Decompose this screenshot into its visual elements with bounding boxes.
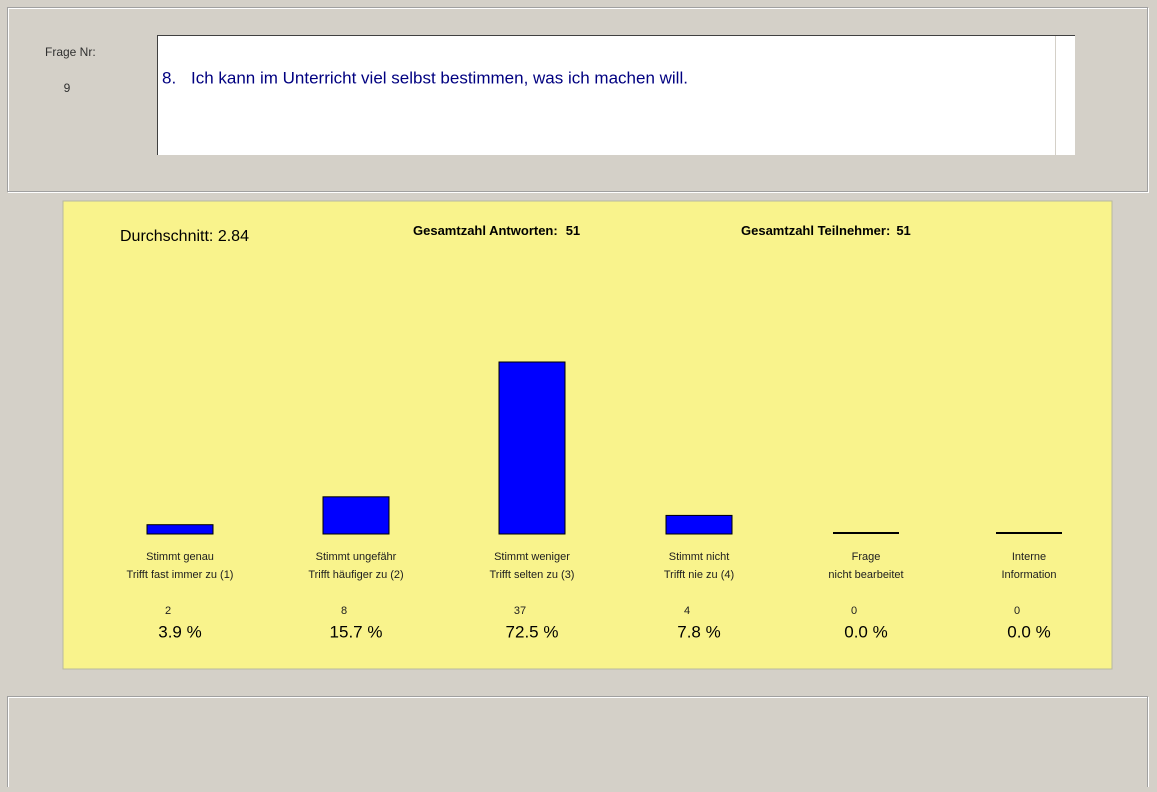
category-label: Trifft häufiger zu (2) (308, 569, 403, 581)
count-label: 37 (514, 605, 526, 617)
count-label: 0 (851, 605, 857, 617)
top-panel-shadow (7, 7, 1148, 192)
category-label: Frage (852, 551, 881, 563)
average-value: 2.84 (218, 228, 249, 245)
answers-value: 51 (566, 223, 580, 238)
question-text: Ich kann im Unterricht viel selbst besti… (191, 68, 688, 87)
question-box-border (157, 35, 1075, 155)
category-label: Stimmt weniger (494, 551, 570, 563)
top-panel (8, 8, 1149, 193)
category-label: nicht bearbeitet (828, 569, 903, 581)
count-label: 0 (1014, 605, 1020, 617)
bar (996, 532, 1062, 534)
participants-label: Gesamtzahl Teilnehmer: (741, 223, 890, 238)
category-label: Interne (1012, 551, 1046, 563)
count-label: 2 (165, 605, 171, 617)
percent-label: 72.5 % (506, 622, 559, 641)
category-label: Stimmt ungefähr (316, 551, 397, 563)
participants-value: 51 (896, 223, 910, 238)
category-label: Stimmt nicht (669, 551, 730, 563)
frage-nr: 9 (64, 81, 71, 95)
bar (146, 524, 214, 535)
category-label: Stimmt genau (146, 551, 214, 563)
bottom-panel-shadow (7, 696, 1148, 792)
percent-label: 0.0 % (1007, 622, 1050, 641)
bar (833, 532, 899, 534)
count-label: 4 (684, 605, 690, 617)
question-box (157, 35, 1075, 155)
bottom-panel (8, 697, 1149, 792)
answers-label: Gesamtzahl Antworten: (413, 223, 558, 238)
percent-label: 0.0 % (844, 622, 887, 641)
count-label: 8 (341, 605, 347, 617)
average-label: Durchschnitt: (120, 228, 213, 245)
percent-label: 3.9 % (158, 622, 201, 641)
category-label: Trifft fast immer zu (1) (127, 569, 234, 581)
frage-label: Frage Nr: (45, 45, 96, 59)
answers: Gesamtzahl Antworten: 51 (413, 223, 580, 238)
category-label: Trifft nie zu (4) (664, 569, 734, 581)
question-number: 8. (162, 68, 176, 87)
bar (665, 514, 733, 535)
average: Durchschnitt: 2.84 (120, 228, 249, 245)
bar (322, 496, 390, 535)
participants: Gesamtzahl Teilnehmer: 51 (741, 223, 911, 238)
bar (498, 361, 566, 535)
chart-panel (62, 200, 1113, 670)
percent-label: 7.8 % (677, 622, 720, 641)
category-label: Trifft selten zu (3) (490, 569, 575, 581)
category-label: Information (1001, 569, 1056, 581)
percent-label: 15.7 % (330, 622, 383, 641)
